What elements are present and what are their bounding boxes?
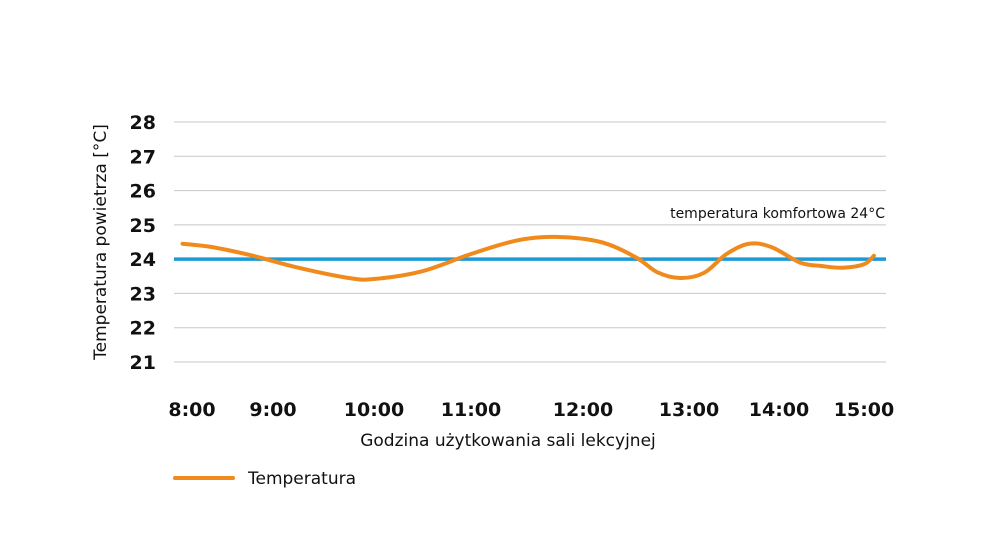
- y-tick-label: 25: [130, 215, 156, 237]
- x-tick-label: 9:00: [249, 399, 296, 421]
- y-tick-label: 23: [130, 283, 156, 305]
- x-tick-label: 8:00: [168, 399, 215, 421]
- comfort-reference-label: temperatura komfortowa 24°C: [670, 206, 885, 222]
- y-tick-label: 24: [130, 249, 156, 271]
- x-tick-label: 15:00: [834, 399, 894, 421]
- x-tick-label: 14:00: [749, 399, 809, 421]
- legend-label-temperature: Temperatura: [247, 469, 356, 489]
- y-axis-label: Temperatura powietrza [°C]: [91, 124, 111, 361]
- x-axis-ticks: 8:00 9:00 10:00 11:00 12:00 13:00 14:00 15:00: [168, 399, 894, 421]
- y-tick-label: 27: [130, 146, 156, 168]
- x-axis-label: Godzina użytkowania sali lekcyjnej: [360, 431, 656, 451]
- gridlines: [174, 121, 886, 363]
- legend: Temperatura: [173, 469, 356, 489]
- x-tick-label: 11:00: [441, 399, 501, 421]
- y-tick-label: 22: [130, 318, 156, 340]
- x-tick-label: 13:00: [659, 399, 719, 421]
- y-tick-label: 21: [130, 352, 156, 374]
- temperature-series-line: [180, 234, 876, 282]
- x-tick-label: 12:00: [553, 399, 613, 421]
- x-tick-label: 10:00: [344, 399, 404, 421]
- y-tick-label: 26: [130, 181, 156, 203]
- y-axis-ticks: 21 22 23 24 25 26 27 28: [130, 112, 156, 374]
- y-tick-label: 28: [130, 112, 156, 134]
